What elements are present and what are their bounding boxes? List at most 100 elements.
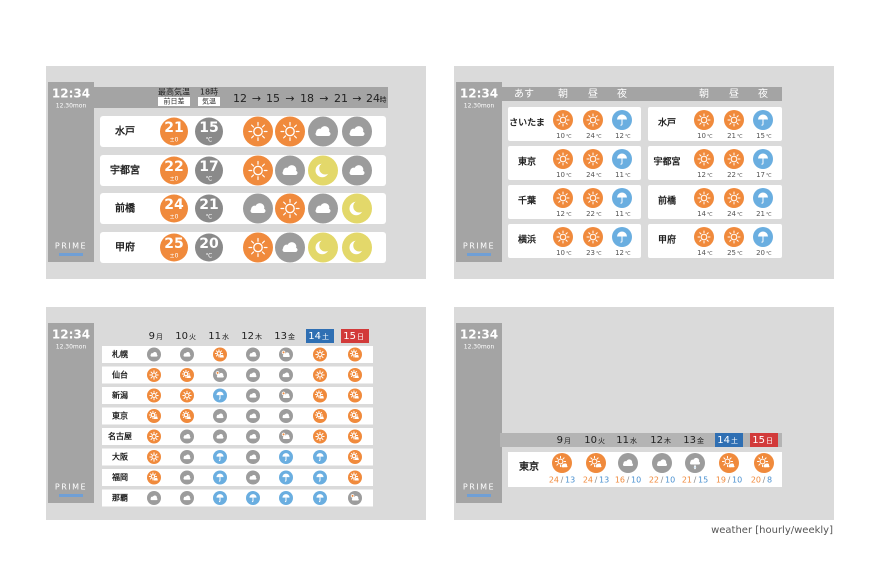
- sun-ray: [706, 232, 709, 235]
- umbrella: [216, 453, 224, 457]
- brand-logo: PRIME: [463, 483, 495, 492]
- temp-unit: ℃: [566, 212, 572, 218]
- weather-icon: [724, 227, 744, 247]
- temp-diff: ±0: [170, 253, 179, 260]
- cloud-part: [282, 375, 290, 378]
- day-number: 9: [149, 331, 155, 342]
- cloud-part: [282, 395, 290, 398]
- city-name: さいたま: [509, 118, 545, 129]
- clock-time: 12:34: [460, 87, 498, 101]
- low-temp: 10: [732, 476, 742, 485]
- sun-ray: [155, 392, 158, 394]
- sun-core: [351, 474, 357, 479]
- umbrella: [758, 231, 768, 237]
- sun-ray: [293, 124, 297, 128]
- sun-ray: [758, 463, 761, 466]
- cloud-part: [657, 463, 667, 466]
- weather-icon: [147, 450, 161, 464]
- weather-icon: [694, 110, 714, 130]
- sun-core: [700, 233, 708, 241]
- city-name: 東京: [112, 411, 128, 421]
- sidebar: [48, 323, 94, 503]
- sidebar: [48, 82, 94, 262]
- city-name: 東京: [519, 460, 539, 473]
- temp-unit: ℃: [625, 212, 631, 218]
- sun-ray: [293, 212, 297, 216]
- temp-badge: [195, 156, 223, 185]
- sun-ray: [556, 463, 559, 466]
- sun-ray: [149, 411, 152, 414]
- sun-ray: [251, 135, 255, 139]
- umbrella: [316, 453, 324, 457]
- cloud-part: [249, 395, 257, 398]
- sun-ray: [350, 416, 353, 418]
- sun-ray: [723, 457, 726, 460]
- sun-ray: [355, 370, 357, 373]
- temp-unit: ℃: [206, 214, 213, 221]
- header-tag: [158, 97, 190, 106]
- temp: 22: [586, 210, 595, 218]
- temp-unit: ℃: [737, 251, 743, 257]
- temp: 14: [697, 210, 706, 218]
- sun-ray: [565, 122, 568, 125]
- sun-ray: [729, 122, 732, 125]
- temp: 20: [756, 249, 765, 257]
- cloud-part: [354, 417, 359, 420]
- umbrella-handle: [218, 395, 221, 400]
- max-temp: 24: [164, 197, 184, 213]
- weekday: 水: [222, 332, 229, 341]
- umbrella-handle: [318, 456, 321, 462]
- weekday: 木: [255, 332, 262, 341]
- sun-ray: [283, 212, 287, 216]
- sun-ray: [315, 416, 318, 418]
- umbrella-handle: [620, 158, 623, 165]
- city-name: 甲府: [115, 241, 135, 254]
- sun-ray: [261, 174, 265, 178]
- sun-ray: [350, 370, 353, 373]
- time-label: 12: [233, 92, 247, 105]
- sun-ray: [155, 438, 158, 440]
- umbrella-handle: [761, 119, 764, 126]
- umbrella-handle: [284, 477, 287, 482]
- sun-ray: [350, 432, 353, 435]
- umbrella-handle: [218, 477, 221, 482]
- sun-ray: [321, 438, 324, 440]
- sun-ray: [736, 232, 739, 235]
- sun-ray: [565, 239, 568, 242]
- sun-ray: [251, 251, 255, 255]
- city-card: [508, 185, 641, 219]
- time-arrow: →: [252, 92, 261, 105]
- sun-ray: [350, 411, 353, 414]
- sun-ray: [565, 193, 568, 196]
- sun-ray: [155, 453, 158, 456]
- city-name: 新潟: [112, 390, 128, 400]
- sun-ray: [736, 239, 739, 242]
- cloud-part: [354, 397, 359, 399]
- time-arrow: →: [319, 92, 328, 105]
- header-tag: [198, 97, 220, 106]
- sun-core: [183, 412, 189, 418]
- cloud-part: [216, 375, 224, 378]
- cloud-part: [186, 376, 191, 379]
- day-number: 11: [616, 435, 629, 446]
- cloud-part: [249, 436, 257, 439]
- time-arrow: →: [352, 92, 361, 105]
- sun-ray: [187, 370, 189, 373]
- sun-ray: [588, 200, 591, 203]
- temp: 10: [556, 132, 565, 140]
- umbrella: [216, 473, 224, 478]
- sun-ray: [150, 453, 153, 456]
- sun-ray: [590, 463, 593, 466]
- period-label: 朝: [699, 88, 709, 100]
- sun-ray: [182, 416, 185, 418]
- temp: 10: [556, 171, 565, 179]
- weather-icon: [694, 188, 714, 208]
- clock-date: 12.30mon: [464, 344, 495, 351]
- day-cell: [306, 329, 334, 343]
- city-row: [102, 366, 373, 384]
- day-number: 14: [308, 331, 321, 342]
- umbrella: [316, 473, 324, 478]
- cloud-part: [319, 417, 324, 420]
- cloud-part: [354, 376, 359, 379]
- umbrella-handle: [761, 236, 764, 243]
